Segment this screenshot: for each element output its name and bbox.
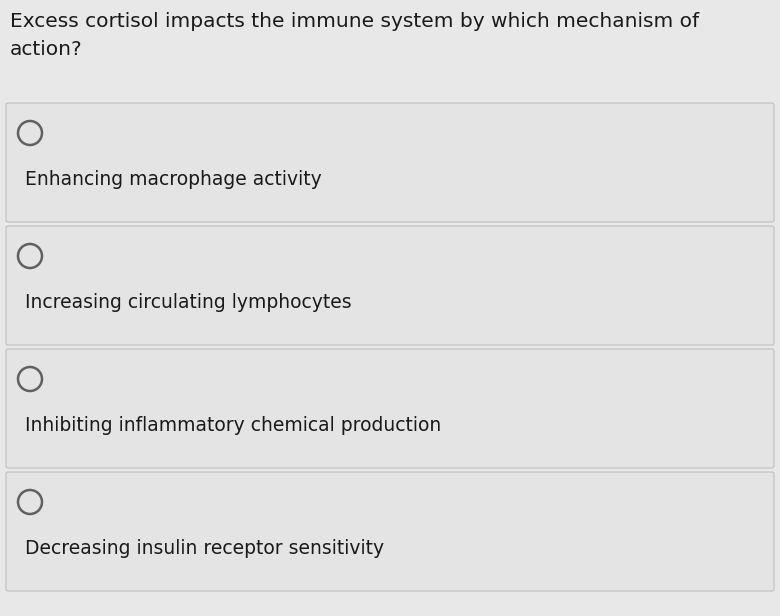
Text: Decreasing insulin receptor sensitivity: Decreasing insulin receptor sensitivity <box>25 539 384 558</box>
FancyBboxPatch shape <box>6 103 774 222</box>
Text: Excess cortisol impacts the immune system by which mechanism of: Excess cortisol impacts the immune syste… <box>10 12 699 31</box>
Text: Enhancing macrophage activity: Enhancing macrophage activity <box>25 170 321 189</box>
FancyBboxPatch shape <box>6 472 774 591</box>
FancyBboxPatch shape <box>6 349 774 468</box>
Circle shape <box>18 367 42 391</box>
Circle shape <box>18 244 42 268</box>
Circle shape <box>18 121 42 145</box>
Text: action?: action? <box>10 40 83 59</box>
Text: Inhibiting inflammatory chemical production: Inhibiting inflammatory chemical product… <box>25 416 441 435</box>
Circle shape <box>18 490 42 514</box>
FancyBboxPatch shape <box>6 226 774 345</box>
Text: Increasing circulating lymphocytes: Increasing circulating lymphocytes <box>25 293 352 312</box>
